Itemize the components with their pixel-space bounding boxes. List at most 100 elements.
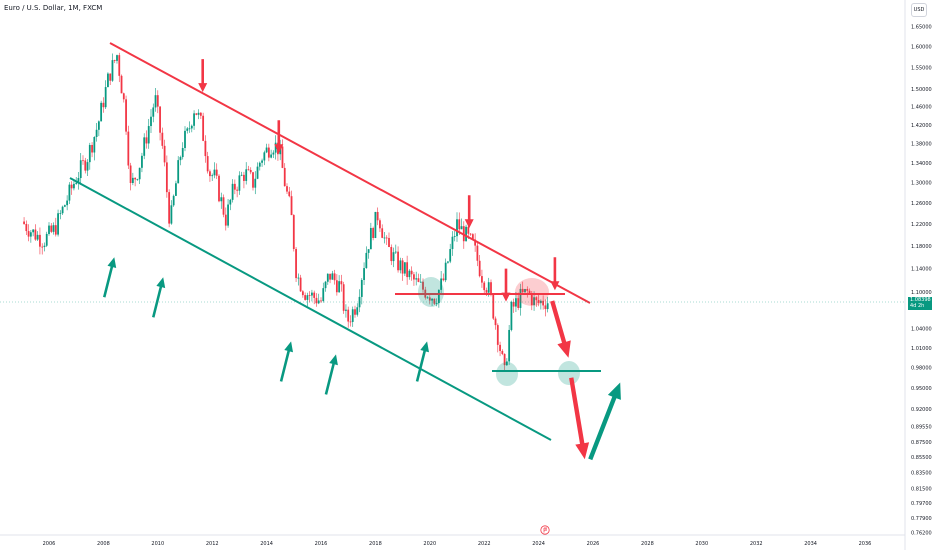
candle [154,88,157,112]
candle [517,292,520,311]
candle [86,159,89,177]
candle [32,228,35,237]
candle [104,80,107,110]
candle [481,269,483,288]
candle [66,195,69,211]
candle [311,289,313,302]
candle [184,126,186,152]
price-axis-label: 0.98000 [911,366,932,372]
candle [499,341,501,357]
candle [417,273,420,283]
candle [34,224,37,241]
candle [435,298,438,307]
candle [265,143,268,154]
candle [394,244,397,255]
candle [494,316,497,330]
candle [444,258,447,283]
candle [542,295,545,310]
candle [48,222,50,236]
candle [227,198,229,228]
candle [505,358,508,367]
candle [390,244,393,266]
candle [213,162,216,179]
candle [177,156,180,184]
candle [59,210,62,220]
candle [297,273,300,286]
candles-layer [23,52,549,372]
price-axis-label: 1.42000 [911,123,932,129]
candle [356,303,359,317]
candle [215,163,218,180]
candle [456,212,458,242]
candle [116,54,118,64]
price-axis-label: 1.01000 [911,346,932,352]
resistance-arrow-small [274,120,284,154]
resistance-arrow-small [198,59,208,93]
candle [254,171,257,195]
candle [367,249,370,259]
candle [406,255,409,285]
price-axis-label: 0.92000 [911,407,932,413]
candle [120,74,123,94]
price-axis-label: 0.81500 [911,486,932,492]
candle [340,274,343,292]
candle [442,273,445,282]
candle [249,167,252,175]
candle [199,111,202,119]
candle [408,269,411,280]
candle [54,217,57,237]
price-axis-label: 0.79700 [911,501,932,507]
candle [301,290,304,298]
candle [308,291,311,303]
price-axis: 1.65000 1.60000 1.55000 1.50000 1.46000 1.420… [911,25,932,537]
candle [496,323,499,353]
candle [345,304,347,318]
price-axis-label: 0.76200 [911,530,932,536]
candle [403,262,406,277]
resistance-zone-2024 [515,278,549,306]
candle [70,181,73,195]
time-axis: 2006 2008 2010 2012 2014 2016 2018 2020 2022 2024… [43,541,872,547]
candle [84,157,87,174]
candle [354,305,356,318]
candle [333,269,336,285]
candle [292,214,295,252]
price-axis-label: 0.95000 [911,386,932,392]
support-arrow-small [103,257,117,298]
candle [474,233,477,252]
candle [181,142,184,160]
candle [358,289,361,313]
candle [236,186,239,198]
candle [150,109,152,134]
candle [374,211,377,239]
candle [376,207,379,226]
candle [43,242,46,252]
candle [453,231,456,242]
price-axis-label: 1.38000 [911,142,932,148]
candle [483,280,486,295]
candle [338,275,341,293]
candle [383,232,386,244]
candle [413,271,415,286]
candle [134,177,137,187]
price-axis-label: 1.55000 [911,65,932,71]
candle [465,224,467,242]
candle [222,194,225,218]
candle [97,120,100,137]
flag-icon[interactable] [540,525,550,535]
candle [233,179,236,195]
price-axis-label: 1.04000 [911,327,932,333]
candle [188,121,191,133]
candle [478,255,481,278]
currency-button[interactable]: USD [911,3,927,17]
time-axis-label: 2020 [423,541,436,547]
candle [535,296,538,307]
candle [79,153,82,185]
candle [388,232,390,248]
candle [526,286,529,298]
candle [274,135,277,160]
candle [272,150,275,158]
